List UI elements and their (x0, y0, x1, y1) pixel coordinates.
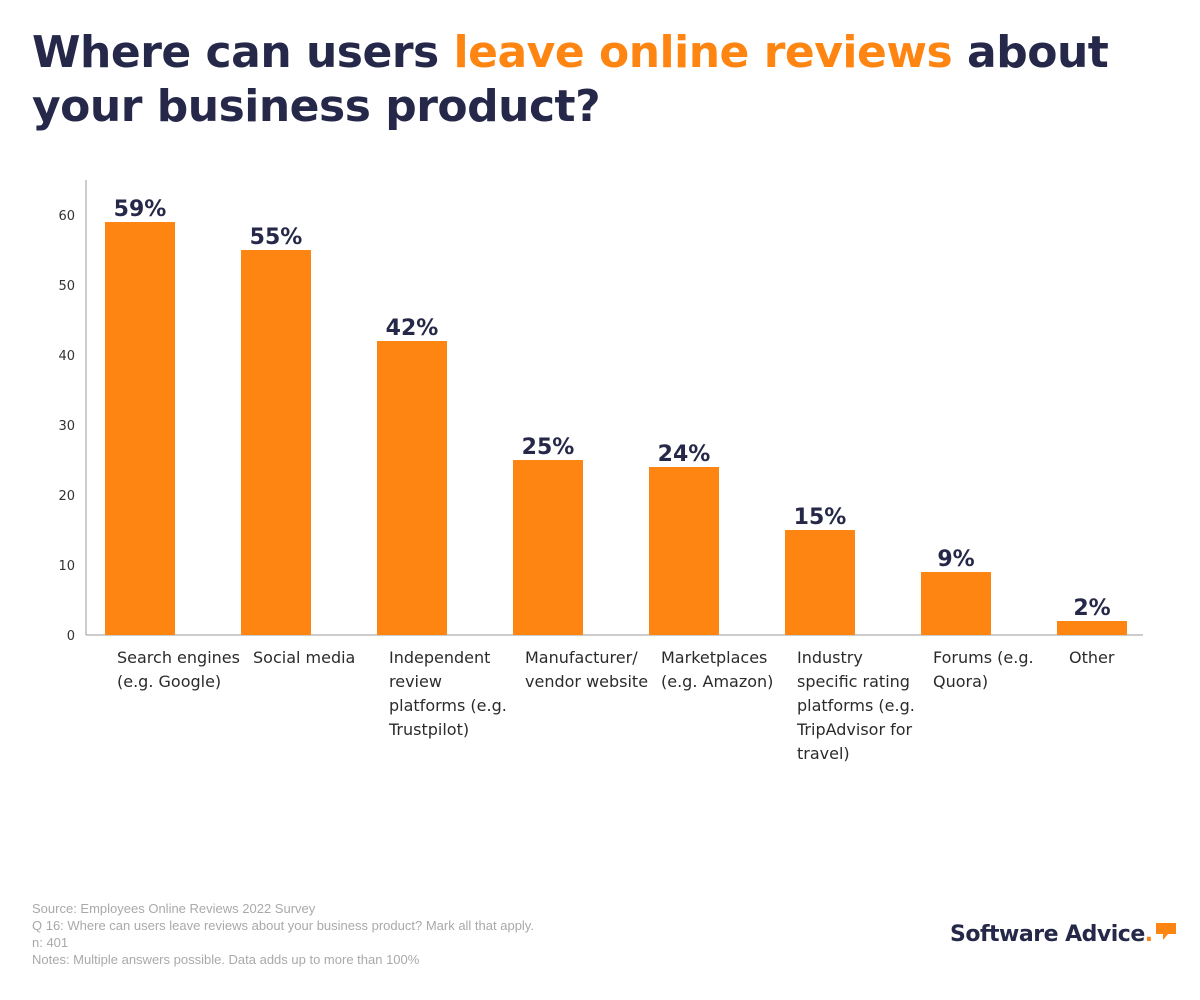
bar (1057, 621, 1127, 635)
footnote-notes: Notes: Multiple answers possible. Data a… (32, 952, 420, 967)
y-tick-label: 60 (58, 209, 75, 224)
x-tick-label: Marketplaces (e.g. Amazon) (661, 648, 774, 691)
bar (649, 467, 719, 635)
data-label: 42% (386, 316, 439, 341)
chart-title: Where can users leave online reviews abo… (32, 26, 1182, 134)
data-label: 15% (794, 505, 847, 530)
title-highlight: leave online reviews (453, 27, 953, 78)
brand-logo: Software Advice. (950, 920, 1177, 950)
bar (921, 572, 991, 635)
title-part2: about your business product? (32, 27, 1109, 132)
data-label: 2% (1073, 596, 1110, 621)
x-tick-label: Manufacturer/ vendor website (525, 648, 649, 691)
x-tick-label: Forums (e.g. Quora) (933, 648, 1034, 691)
bar (785, 530, 855, 635)
footnote-question: Q 16: Where can users leave reviews abou… (32, 918, 534, 933)
y-tick-label: 20 (58, 489, 75, 504)
x-tick-label: Social media (253, 648, 356, 667)
x-tick-label: Industry specific rating platforms (e.g.… (797, 648, 915, 763)
speech-bubble-icon (1155, 923, 1176, 940)
footnote-n: n: 401 (32, 935, 69, 950)
title-part1: Where can users (32, 27, 454, 78)
bar (105, 222, 175, 635)
bar (377, 341, 447, 635)
x-tick-label: Independent review platforms (e.g. Trust… (389, 648, 507, 739)
data-label: 9% (937, 547, 974, 572)
data-label: 25% (522, 435, 575, 460)
data-label: 24% (658, 442, 711, 467)
x-tick-label: Other (1069, 648, 1115, 667)
bar (241, 250, 311, 635)
y-tick-label: 40 (58, 349, 75, 364)
y-tick-label: 50 (58, 279, 75, 294)
x-tick-label: Search engines (e.g. Google) (117, 648, 240, 691)
y-tick-label: 30 (58, 419, 75, 434)
y-tick-label: 10 (58, 559, 75, 574)
data-label: 55% (250, 225, 303, 250)
data-label: 59% (114, 197, 167, 222)
footnote-source: Source: Employees Online Reviews 2022 Su… (32, 901, 316, 916)
y-tick-label: 0 (67, 629, 75, 644)
bar (513, 460, 583, 635)
brand-name: Software Advice. (950, 922, 1153, 947)
footnotes: Source: Employees Online Reviews 2022 Su… (32, 900, 534, 968)
